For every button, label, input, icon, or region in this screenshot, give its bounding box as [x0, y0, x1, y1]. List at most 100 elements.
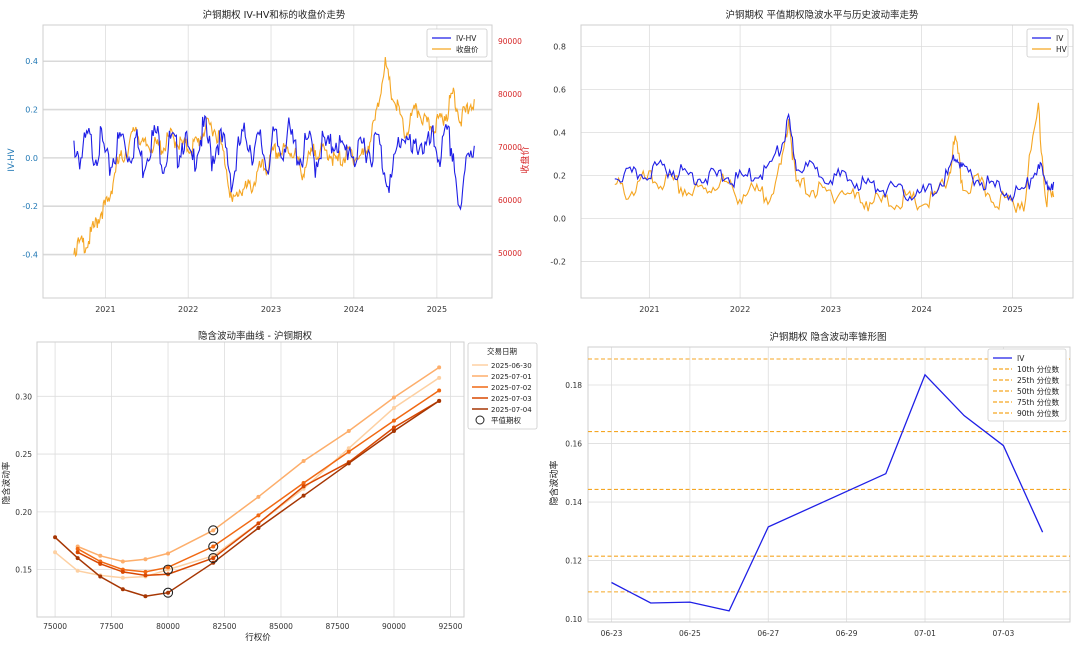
chart-title: 沪铜期权 平值期权隐波水平与历史波动率走势 — [725, 9, 919, 21]
x-tick-label: 90000 — [382, 622, 406, 631]
chart-vol-cone: 沪铜期权 隐含波动率锥形图 隐含波动率 06-23 06-25 06-27 06-29… — [540, 323, 1080, 646]
series-line-smile — [77, 389, 440, 573]
x-tick-label: 2024 — [344, 305, 364, 314]
series-line-iv — [611, 373, 1044, 612]
plot-frame — [36, 341, 465, 618]
x-axis-label: 行权价 — [245, 632, 271, 643]
data-point — [301, 480, 306, 485]
legend-label: 收盘价 — [456, 44, 479, 54]
y-tick-label: -0.2 — [550, 257, 566, 266]
chart-title: 隐含波动率曲线 - 沪铜期权 — [198, 330, 312, 342]
legend-title: 交易日期 — [487, 346, 517, 356]
data-point — [98, 561, 103, 566]
plot-frame — [580, 24, 1074, 299]
series-line-iv-hv — [73, 114, 475, 211]
atm-marker — [208, 541, 219, 552]
x-tick-label: 2025 — [427, 305, 447, 314]
legend-label: 2025-07-03 — [491, 395, 532, 403]
data-point — [346, 446, 351, 451]
data-point — [211, 556, 216, 561]
x-tick-label: 77500 — [100, 622, 124, 631]
data-point — [120, 559, 125, 564]
data-point — [143, 569, 148, 574]
data-point — [346, 461, 351, 466]
data-point — [211, 528, 216, 533]
data-point — [346, 449, 351, 454]
plot-frame — [42, 24, 493, 299]
y-tick-label: 0.16 — [565, 440, 582, 449]
y-axis-label: 隐含波动率 — [548, 460, 560, 505]
x-tick-label: 2021 — [95, 305, 115, 314]
data-point — [143, 594, 148, 599]
series-line-hv — [614, 102, 1055, 213]
y-tick-label: 0.2 — [553, 171, 566, 180]
atm-marker — [162, 587, 174, 598]
y-tick-label: 0.15 — [15, 566, 32, 575]
y-tick-label-right: 70000 — [498, 143, 522, 152]
data-point — [98, 574, 103, 579]
data-point — [75, 546, 80, 551]
x-tick-label: 2022 — [178, 305, 198, 314]
legend-label: 平值期权 — [491, 415, 521, 425]
data-point — [120, 587, 125, 592]
y-tick-label-right: 60000 — [498, 196, 522, 205]
chart-iv-hv-price: 沪铜期权 IV-HV和标的收盘价走势 IV-HV 收盘价 2021 2022 202… — [0, 0, 540, 323]
x-tick-label: 06-27 — [757, 629, 779, 638]
data-point — [391, 395, 396, 400]
data-point — [391, 418, 396, 423]
data-point — [301, 459, 306, 464]
legend-label: 10th 分位数 — [1017, 364, 1060, 374]
series-line-smile — [54, 377, 440, 579]
atm-marker — [208, 525, 219, 536]
atm-marker — [208, 553, 219, 564]
data-point — [437, 398, 442, 403]
data-point — [143, 573, 148, 578]
x-tick-label: 2021 — [639, 305, 659, 314]
series-line-iv — [614, 112, 1055, 203]
y-tick-label: 0.18 — [565, 381, 582, 390]
x-tick-label: 07-03 — [992, 629, 1014, 638]
legend-label: 50th 分位数 — [1017, 386, 1060, 396]
y-axis-label: 隐含波动率 — [1, 461, 12, 504]
legend-label: 2025-07-04 — [491, 406, 532, 414]
y-tick-label-left: -0.2 — [22, 202, 38, 211]
data-point — [256, 494, 261, 499]
data-point — [301, 493, 306, 498]
data-point — [437, 388, 442, 393]
data-point — [75, 556, 80, 561]
legend-label: IV-HV — [456, 34, 477, 43]
series-line-smile — [54, 400, 440, 597]
data-point — [437, 365, 442, 370]
atm-marker — [162, 564, 174, 575]
chart-svg: 沪铜期权 平值期权隐波水平与历史波动率走势 0.8 0.6 0.4 0.2 0.0 -0.… — [550, 9, 1074, 314]
chart-svg: 沪铜期权 IV-HV和标的收盘价走势 IV-HV 收盘价 2021 2022 202… — [7, 9, 531, 314]
x-tick-label: 06-23 — [601, 629, 623, 638]
y-tick-label: 0.25 — [15, 450, 32, 459]
data-point — [391, 428, 396, 433]
data-point — [391, 405, 396, 410]
data-point — [53, 550, 58, 555]
chart-iv-smile: 隐含波动率曲线 - 沪铜期权 行权价 隐含波动率 75000 77500 80000… — [0, 323, 540, 646]
x-tick-label: 82500 — [213, 622, 237, 631]
chart-svg: 隐含波动率曲线 - 沪铜期权 行权价 隐含波动率 75000 77500 80000… — [1, 330, 538, 643]
data-point — [391, 425, 396, 430]
data-point — [256, 521, 261, 526]
data-point — [256, 526, 261, 531]
data-point — [166, 590, 171, 595]
x-tick-label: 80000 — [156, 622, 180, 631]
legend-label: HV — [1056, 45, 1068, 54]
x-tick-label: 06-25 — [679, 629, 701, 638]
chart-title: 沪铜期权 IV-HV和标的收盘价走势 — [203, 9, 346, 21]
chart-title: 沪铜期权 隐含波动率锥形图 — [769, 331, 886, 343]
legend-label: 2025-07-02 — [491, 384, 532, 392]
data-point — [75, 568, 80, 573]
y-tick-label-right: 90000 — [498, 37, 522, 46]
y-tick-label-right: 50000 — [498, 249, 522, 258]
y-axis-label-left: IV-HV — [7, 148, 17, 171]
y-tick-label: 0.14 — [565, 498, 582, 507]
x-tick-label: 75000 — [43, 622, 67, 631]
legend-label: IV — [1056, 34, 1064, 43]
data-point — [98, 553, 103, 558]
y-tick-label: 0.20 — [15, 508, 32, 517]
x-tick-label: 87500 — [326, 622, 350, 631]
